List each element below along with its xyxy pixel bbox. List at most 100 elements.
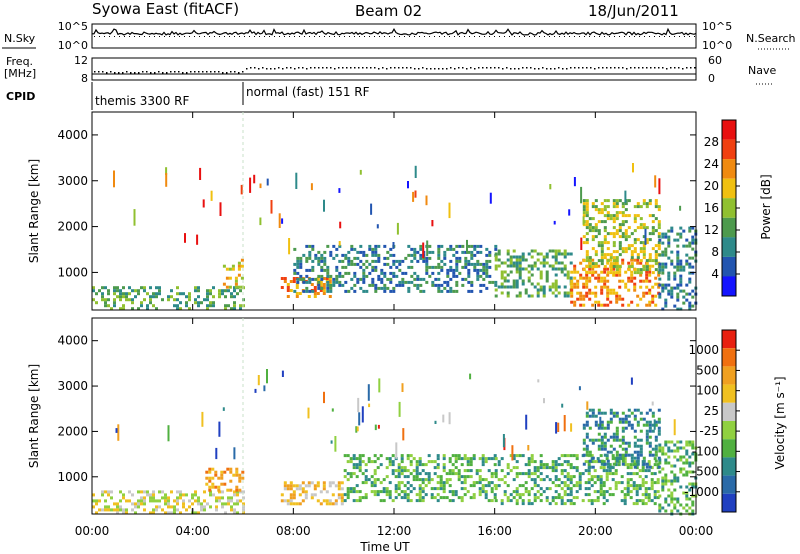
power-cell xyxy=(651,229,655,233)
velocity-cell xyxy=(167,505,170,509)
power-cell xyxy=(437,289,441,293)
power-cell xyxy=(359,259,363,263)
power-streak xyxy=(422,242,425,259)
power-cell xyxy=(362,289,366,293)
nsearch-dot xyxy=(144,36,145,37)
velocity-cell xyxy=(424,493,428,497)
velocity-cell xyxy=(400,496,404,500)
power-cell xyxy=(308,268,312,272)
velocity-cell xyxy=(164,502,167,506)
power-cell xyxy=(639,247,643,251)
velocity-cell xyxy=(623,463,627,467)
power-cell xyxy=(627,276,631,280)
velocity-cell xyxy=(230,505,233,509)
power-cell xyxy=(691,295,695,299)
velocity-cell xyxy=(560,454,564,458)
velocity-cell xyxy=(400,466,404,470)
power-cell xyxy=(585,256,589,260)
velocity-cell xyxy=(664,497,668,501)
velocity-cell xyxy=(572,496,576,500)
velocity-cell xyxy=(691,494,695,498)
velocity-cell xyxy=(394,487,398,491)
colorbar-swatch xyxy=(722,421,736,440)
power-cell xyxy=(536,288,540,292)
power-cell xyxy=(524,267,528,271)
velocity-cell xyxy=(606,426,610,430)
velocity-cell xyxy=(636,459,640,463)
velocity-cell xyxy=(581,499,585,503)
velocity-streak xyxy=(307,407,310,419)
velocity-cell xyxy=(451,493,455,497)
power-cell xyxy=(633,241,637,245)
power-cell xyxy=(233,304,236,308)
velocity-cell xyxy=(292,496,296,500)
velocity-cell xyxy=(457,469,461,473)
power-cell xyxy=(588,223,592,227)
power-cell xyxy=(228,267,232,271)
velocity-cell xyxy=(664,461,668,465)
velocity-cell xyxy=(653,496,657,500)
velocity-cell xyxy=(200,508,203,512)
nsearch-dot xyxy=(199,36,200,37)
velocity-heatmap xyxy=(92,369,698,516)
velocity-cell xyxy=(685,485,689,489)
power-cell xyxy=(639,226,643,230)
power-cell xyxy=(296,271,300,275)
power-cell xyxy=(359,286,363,290)
freq-dot xyxy=(662,67,664,69)
velocity-cell xyxy=(448,457,452,461)
velocity-cell xyxy=(490,499,494,503)
velocity-cell xyxy=(506,499,510,503)
velocity-cell xyxy=(328,499,332,503)
power-cell xyxy=(639,259,643,263)
velocity-cell xyxy=(316,484,320,488)
velocity-cell xyxy=(220,482,224,486)
freq-dot xyxy=(298,67,300,69)
power-cell xyxy=(200,301,203,305)
power-cell xyxy=(585,259,589,263)
velocity-cell xyxy=(457,454,461,458)
velocity-cell xyxy=(427,475,431,479)
velocity-cell xyxy=(427,478,431,482)
velocity-cell xyxy=(373,460,377,464)
power-cell xyxy=(335,247,339,251)
velocity-cell xyxy=(521,454,525,458)
velocity-cell xyxy=(497,460,501,464)
power-cell xyxy=(234,276,238,280)
power-cell xyxy=(691,238,695,242)
power-cell xyxy=(419,277,423,281)
velocity-cell xyxy=(445,496,449,500)
velocity-cell xyxy=(406,481,410,485)
velocity-cell xyxy=(606,459,610,463)
velocity-cell xyxy=(358,460,362,464)
freq-dot xyxy=(366,67,368,69)
freq-dot xyxy=(306,68,308,70)
velocity-cell xyxy=(585,420,589,424)
velocity-cell xyxy=(673,449,677,453)
power-cell xyxy=(606,241,610,245)
velocity-cell xyxy=(588,453,592,457)
velocity-cell xyxy=(143,490,146,494)
power-cell xyxy=(548,285,552,289)
velocity-cell xyxy=(648,423,652,427)
power-cell xyxy=(326,283,330,287)
nsearch-dot xyxy=(374,36,375,37)
power-cell xyxy=(661,262,665,266)
power-cell xyxy=(227,289,230,293)
power-cell xyxy=(639,279,643,283)
nsearch-dot xyxy=(159,36,160,37)
velocity-colorbar-label: Velocity [m s⁻¹] xyxy=(773,376,787,469)
velocity-cell xyxy=(618,456,622,460)
power-cell xyxy=(101,298,104,302)
power-cell xyxy=(551,282,555,286)
power-cell xyxy=(621,297,625,301)
power-cell xyxy=(233,307,236,311)
power-cell xyxy=(317,259,321,263)
velocity-cell xyxy=(648,435,652,439)
power-cell xyxy=(612,199,616,203)
freq-dot xyxy=(330,67,332,69)
power-cell xyxy=(691,235,695,239)
power-cell xyxy=(624,270,628,274)
power-cell xyxy=(633,220,637,224)
velocity-cell xyxy=(600,441,604,445)
